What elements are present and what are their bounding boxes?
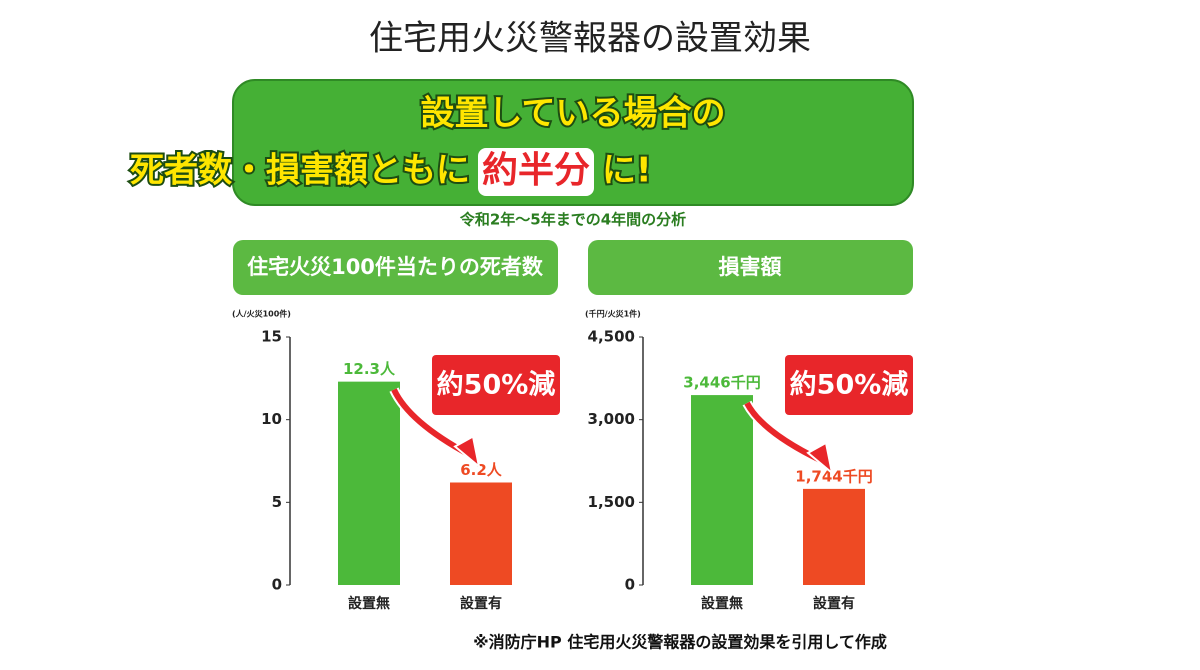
- banner-line: 設置している場合の: [421, 94, 726, 134]
- y-unit: (千円/火災1件): [585, 309, 641, 319]
- chart-title: 損害額: [719, 255, 782, 279]
- bar: [450, 482, 512, 585]
- x-tick-label: 設置有: [813, 595, 855, 612]
- y-tick-label: 4,500: [588, 328, 635, 346]
- bar: [338, 381, 400, 585]
- chart-title: 住宅火災100件当たりの死者数: [247, 255, 544, 279]
- x-tick-label: 設置有: [460, 595, 502, 612]
- value-label: 6.2人: [460, 461, 503, 479]
- banner: [232, 79, 914, 206]
- page-title: 住宅用火災警報器の設置効果: [369, 19, 811, 59]
- chart-header: [233, 240, 558, 295]
- x-tick-label: 設置無: [701, 595, 743, 612]
- banner-line: 死者数・損害額ともに: [130, 151, 470, 191]
- annotation: 約50%減: [437, 369, 556, 401]
- highlight-box: [478, 148, 594, 196]
- value-label: 12.3人: [343, 360, 396, 378]
- arrow-head: [806, 441, 834, 476]
- y-tick-label: 1,500: [588, 493, 635, 511]
- y-tick-label: 10: [261, 410, 282, 428]
- annotation: 約50%減: [790, 369, 909, 401]
- annotation-box: [785, 355, 913, 415]
- value-label: 1,744千円: [795, 467, 872, 485]
- arrow-head: [453, 434, 481, 470]
- value-label: 3,446千円: [683, 374, 760, 392]
- y-tick-label: 0: [625, 576, 635, 594]
- annotation-box: [432, 355, 560, 415]
- y-tick-label: 3,000: [588, 410, 635, 428]
- bar: [803, 488, 865, 585]
- banner-line: に!: [602, 151, 652, 191]
- y-tick-label: 0: [272, 576, 282, 594]
- footnote: ※消防庁HP 住宅用火災警報器の設置効果を引用して作成: [473, 633, 887, 652]
- chart-header: [588, 240, 913, 295]
- bar: [691, 395, 753, 585]
- y-tick-label: 5: [272, 493, 282, 511]
- y-tick-label: 15: [261, 328, 282, 346]
- banner-highlight: 約半分: [482, 150, 590, 191]
- y-unit: (人/火災100件): [232, 309, 291, 319]
- x-tick-label: 設置無: [348, 595, 390, 612]
- subtitle: 令和2年～5年までの4年間の分析: [460, 211, 686, 229]
